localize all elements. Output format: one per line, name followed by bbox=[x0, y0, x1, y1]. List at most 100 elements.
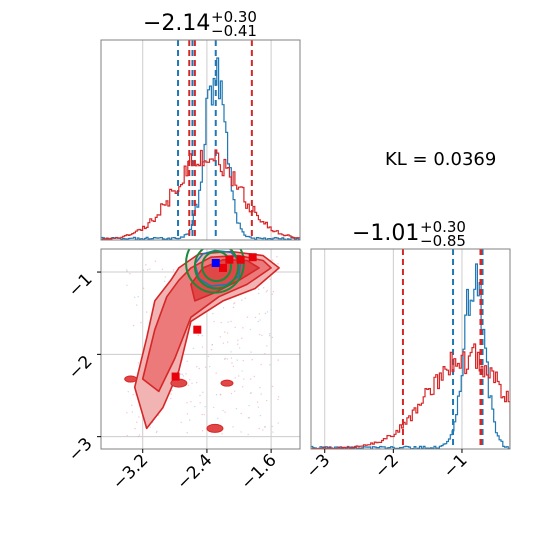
joint-sample-dot bbox=[195, 381, 198, 384]
joint-sample-dot bbox=[277, 396, 280, 398]
joint-sample-dot bbox=[126, 412, 128, 414]
joint-sample-dot bbox=[259, 414, 262, 417]
joint-sample-dot bbox=[271, 385, 274, 388]
joint-sample-dot bbox=[127, 390, 129, 393]
joint-frame bbox=[100, 248, 301, 450]
joint-sample-dot bbox=[132, 393, 134, 396]
joint-sample-dot bbox=[219, 336, 221, 338]
joint-sample-dot bbox=[226, 358, 228, 360]
joint-sample-dot bbox=[135, 304, 138, 306]
joint-sample-dot bbox=[199, 394, 201, 397]
joint-xtick-label: −2.4 bbox=[173, 450, 216, 493]
joint-sample-dot bbox=[220, 321, 222, 324]
joint-sample-dot bbox=[233, 303, 235, 305]
red-contour-2 bbox=[141, 254, 272, 393]
joint-sample-dot bbox=[179, 373, 182, 375]
right-marginal-panel: −3 −2 −1 bbox=[302, 248, 511, 482]
joint-sample-dot bbox=[277, 398, 279, 401]
joint-content bbox=[101, 249, 300, 449]
joint-sample-dot bbox=[137, 435, 139, 438]
joint-sample-dot bbox=[186, 413, 189, 415]
joint-sample-dot bbox=[129, 272, 131, 275]
joint-sample-dot bbox=[230, 357, 233, 359]
joint-sample-dot bbox=[126, 270, 128, 273]
right-title-main: −1.01 bbox=[352, 221, 419, 246]
joint-sample-dot bbox=[270, 309, 272, 311]
joint-sample-dot bbox=[163, 280, 166, 283]
joint-sample-dot bbox=[161, 268, 164, 271]
right-xtick-label: −2 bbox=[371, 450, 403, 482]
joint-sample-dot bbox=[182, 375, 185, 377]
joint-sample-dot bbox=[207, 355, 210, 358]
joint-sample-dot bbox=[254, 316, 257, 319]
red-square-marker bbox=[225, 255, 234, 264]
joint-sample-dot bbox=[248, 417, 251, 419]
joint-sample-dot bbox=[277, 359, 279, 361]
joint-ytick-label: −2 bbox=[65, 352, 97, 384]
top-title-sup: +0.30 bbox=[211, 8, 257, 26]
red-contour-blob bbox=[124, 375, 138, 383]
green-circle-2 bbox=[193, 249, 240, 290]
joint-sample-dot bbox=[241, 337, 243, 340]
joint-sample-dot bbox=[211, 344, 213, 346]
joint-sample-dot bbox=[240, 431, 242, 433]
joint-sample-dot bbox=[185, 373, 187, 375]
joint-sample-dot bbox=[170, 397, 172, 400]
joint-sample-dot bbox=[164, 276, 166, 278]
joint-sample-dot bbox=[238, 375, 240, 377]
joint-sample-dot bbox=[246, 316, 249, 318]
joint-sample-dot bbox=[221, 433, 223, 435]
joint-sample-dot bbox=[242, 386, 244, 388]
joint-sample-dot bbox=[222, 342, 225, 344]
joint-sample-dot bbox=[258, 292, 260, 295]
joint-sample-dot bbox=[241, 370, 243, 372]
joint-sample-dot bbox=[263, 287, 265, 289]
joint-sample-dot bbox=[187, 384, 190, 387]
joint-sample-dot bbox=[131, 411, 134, 413]
joint-sample-dot bbox=[249, 392, 252, 394]
joint-sample-dot bbox=[180, 421, 182, 424]
joint-sample-dot bbox=[181, 373, 184, 376]
joint-sample-dot bbox=[154, 260, 157, 262]
joint-sample-dot bbox=[258, 313, 261, 315]
joint-sample-dot bbox=[134, 427, 136, 430]
joint-sample-dot bbox=[258, 333, 261, 336]
joint-sample-dot bbox=[237, 339, 239, 341]
joint-sample-dot bbox=[142, 287, 145, 290]
joint-sample-dot bbox=[233, 302, 236, 304]
red-square-marker bbox=[193, 325, 202, 334]
joint-sample-dot bbox=[209, 365, 211, 368]
blue-square-marker bbox=[211, 258, 220, 267]
joint-sample-dot bbox=[220, 394, 222, 396]
joint-sample-dot bbox=[240, 412, 242, 415]
joint-sample-dot bbox=[137, 362, 140, 364]
joint-sample-dot bbox=[186, 432, 188, 434]
joint-sample-dot bbox=[257, 288, 260, 291]
right-title-sub: −0.85 bbox=[420, 232, 466, 250]
red-square-marker bbox=[236, 255, 245, 264]
joint-sample-dot bbox=[138, 434, 141, 436]
top-frame bbox=[100, 39, 301, 241]
joint-sample-dot bbox=[126, 284, 128, 287]
joint-xtick-label: −1.6 bbox=[237, 450, 280, 493]
right-frame bbox=[310, 248, 511, 450]
joint-sample-dot bbox=[149, 426, 151, 428]
joint-sample-dot bbox=[257, 406, 260, 408]
joint-sample-dot bbox=[265, 399, 268, 402]
joint-sample-dot bbox=[253, 375, 256, 378]
joint-sample-dot bbox=[230, 351, 232, 353]
joint-sample-dot bbox=[259, 386, 261, 389]
joint-sample-dot bbox=[145, 311, 148, 313]
joint-sample-dot bbox=[191, 382, 193, 384]
joint-sample-dot bbox=[212, 312, 214, 315]
blue-contour-1 bbox=[194, 249, 242, 287]
joint-sample-dot bbox=[251, 359, 253, 361]
right-xtick-label: −1 bbox=[440, 450, 472, 482]
joint-sample-dot bbox=[232, 426, 234, 428]
joint-sample-dot bbox=[232, 306, 235, 309]
joint-sample-dot bbox=[236, 359, 238, 361]
red-square-marker bbox=[171, 372, 180, 381]
joint-sample-dot bbox=[260, 393, 262, 395]
joint-sample-dot bbox=[204, 405, 206, 408]
joint-sample-dot bbox=[198, 367, 200, 370]
